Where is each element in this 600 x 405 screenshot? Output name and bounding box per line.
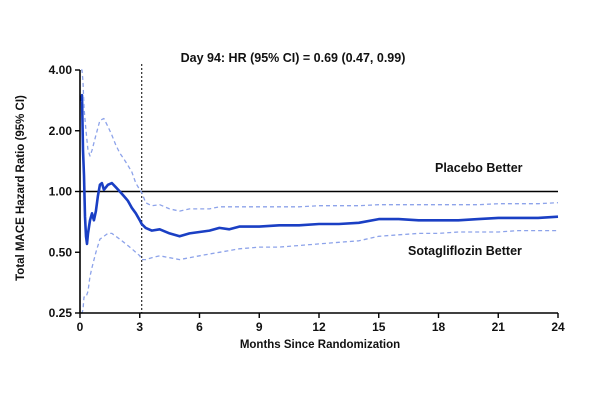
y-tick-label: 0.50 (49, 245, 73, 259)
x-tick-label: 0 (77, 320, 84, 334)
y-tick-label: 0.25 (49, 306, 73, 320)
y-axis-title: Total MACE Hazard Ratio (95% CI) (15, 95, 27, 281)
series-ci-lower-line (81, 229, 558, 314)
x-tick-label: 6 (196, 320, 203, 334)
x-tick-label: 15 (372, 320, 386, 334)
x-tick-label: 18 (432, 320, 446, 334)
axes: 0.25 0.50 1.00 2.00 4.00 0 3 6 9 12 15 18 21 24 (49, 63, 565, 334)
chart-title: Day 94: HR (95% CI) = 0.69 (0.47, 0.99) (181, 51, 406, 65)
x-tick-label: 3 (136, 320, 143, 334)
series-ci-upper-line (81, 69, 559, 212)
annotation-sotagliflozin-better: Sotagliflozin Better (408, 244, 522, 258)
y-tick-label: 1.00 (49, 185, 73, 199)
y-tick-label: 4.00 (49, 63, 73, 77)
x-tick-label: 9 (256, 320, 263, 334)
y-tick-label: 2.00 (49, 124, 73, 138)
x-tick-label: 21 (492, 320, 506, 334)
annotation-placebo-better: Placebo Better (435, 161, 523, 175)
plot-area (79, 64, 559, 314)
x-tick-label: 12 (312, 320, 326, 334)
x-tick-label: 24 (551, 320, 565, 334)
series-estimate-line (79, 93, 559, 246)
x-axis-title: Months Since Randomization (240, 339, 400, 351)
